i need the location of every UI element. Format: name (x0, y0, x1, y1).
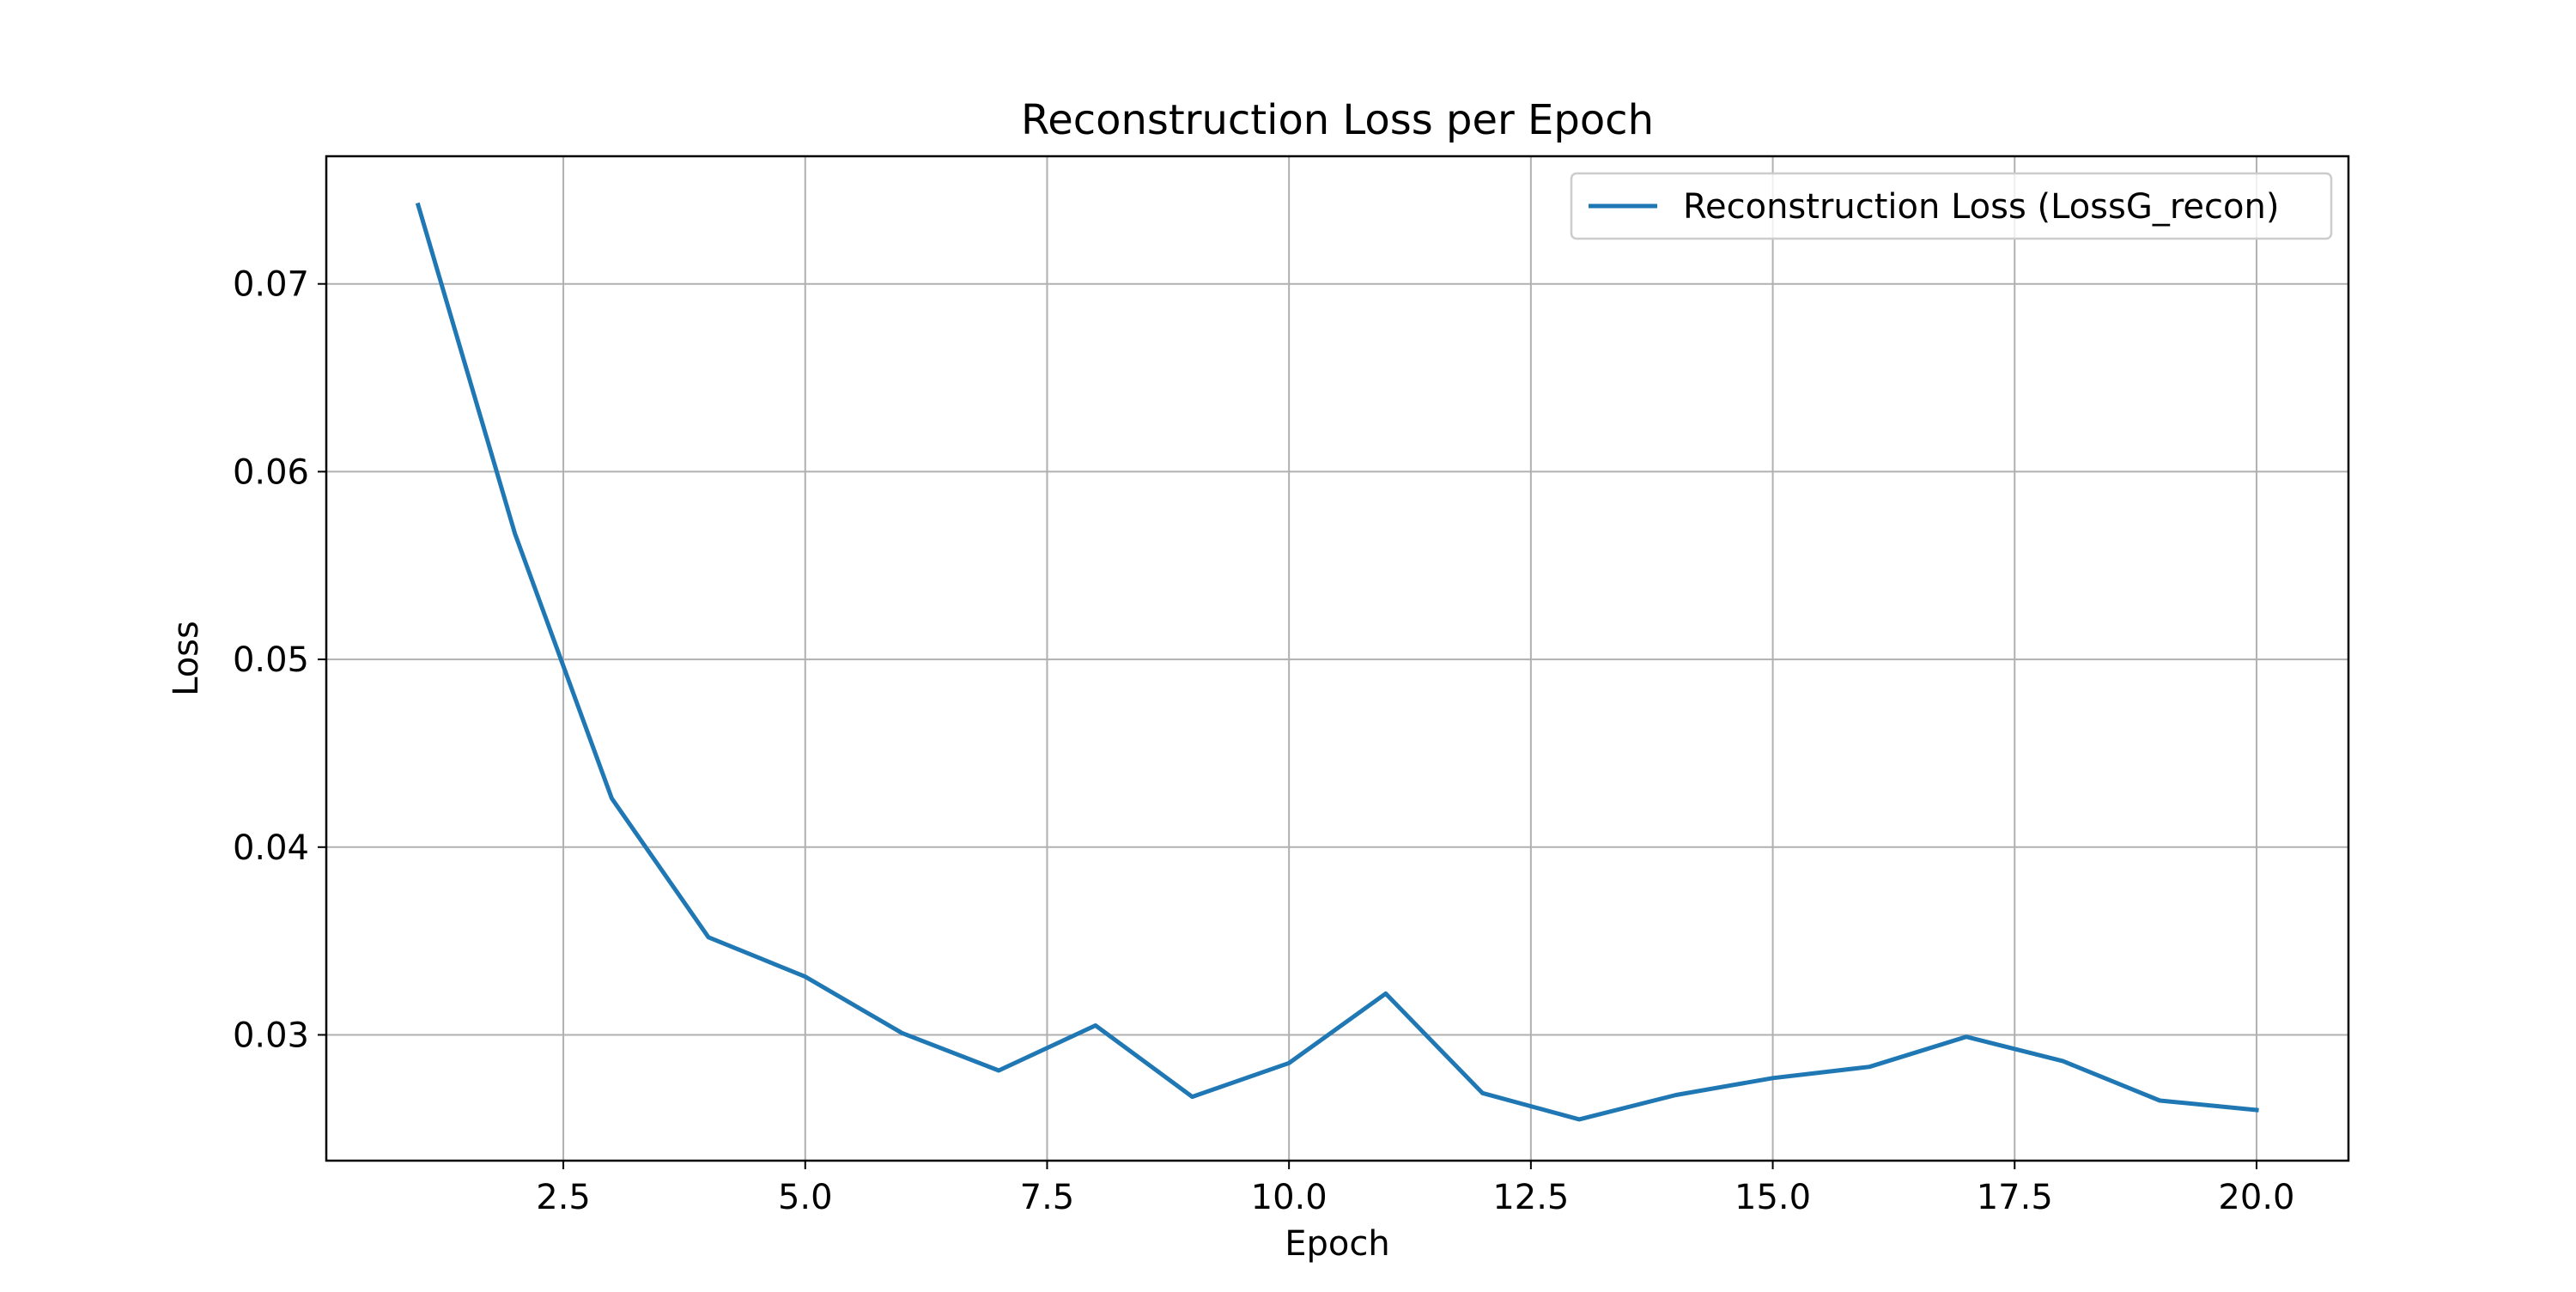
y-tick-label: 0.05 (233, 640, 309, 680)
x-tick-label: 15.0 (1735, 1178, 1811, 1217)
x-tick-label: 2.5 (536, 1178, 591, 1217)
x-tick-label: 12.5 (1492, 1178, 1569, 1217)
x-tick-label: 7.5 (1020, 1178, 1075, 1217)
legend-box (1570, 172, 2333, 240)
chart-title: Reconstruction Loss per Epoch (1021, 96, 1654, 144)
x-tick-label: 20.0 (2218, 1178, 2294, 1217)
y-tick-label: 0.07 (233, 265, 309, 305)
series-lines (415, 202, 2259, 1122)
y-axis-label: Loss (167, 621, 206, 696)
plot-frame (325, 155, 2350, 1162)
grid-lines (326, 156, 2348, 1161)
y-tick-label: 0.04 (233, 828, 309, 868)
axis-ticks: 2.5 5.0 7.5 10.0 12.5 15.0 17.5 20.0 0.03 0.04 0.0… (233, 265, 2295, 1217)
x-tick-label: 17.5 (1977, 1178, 2053, 1217)
y-tick-label: 0.06 (233, 452, 309, 492)
series-line-0 (415, 202, 2259, 1122)
legend: Reconstruction Loss (LossG_recon) (1570, 172, 2333, 240)
y-tick-label: 0.03 (233, 1016, 309, 1055)
x-axis-label: Epoch (1285, 1224, 1389, 1264)
legend-label: Reconstruction Loss (LossG_recon) (1683, 187, 2279, 227)
x-tick-label: 10.0 (1251, 1178, 1327, 1217)
x-tick-label: 5.0 (778, 1178, 833, 1217)
